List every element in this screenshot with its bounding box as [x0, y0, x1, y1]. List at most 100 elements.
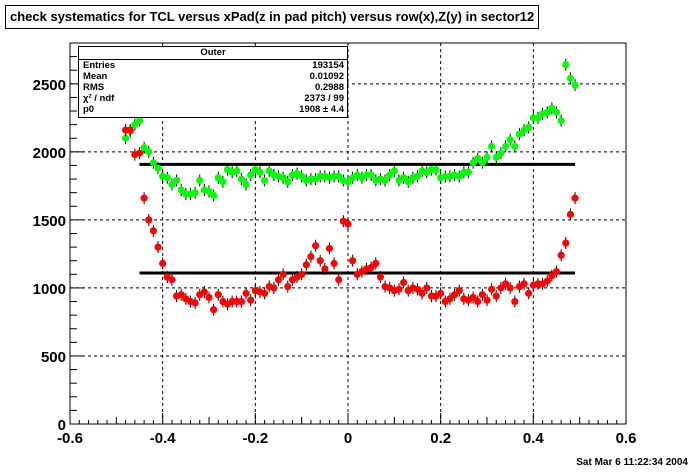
green-data-point: [543, 108, 551, 116]
y-tick-label: 2000: [33, 145, 66, 162]
green-data-point: [548, 104, 556, 112]
stat-row-chi2: χ² / ndf 2373 / 99: [79, 93, 347, 104]
green-data-point: [478, 159, 486, 167]
red-data-point: [344, 220, 352, 228]
stat-label: RMS: [83, 82, 105, 93]
red-data-point: [571, 194, 579, 202]
green-data-point: [205, 187, 213, 195]
green-data-point: [571, 81, 579, 89]
red-data-point: [191, 299, 199, 307]
stats-box: Outer Entries 193154 Mean 0.01092 RMS 0.…: [78, 46, 348, 118]
green-data-point: [344, 178, 352, 186]
red-data-point: [566, 210, 575, 219]
red-data-point: [205, 293, 213, 302]
axis-ticks: -0.6 -0.4 -0.2 0 0.2 0.4 0.6 0 500 1000 1500 2000 25…: [33, 56, 636, 447]
green-data-point: [501, 142, 510, 151]
stat-value: 0.01092: [309, 71, 344, 82]
red-data-point: [298, 270, 306, 278]
green-data-point: [335, 172, 343, 180]
red-data-point: [200, 288, 208, 296]
red-data-point: [437, 289, 445, 297]
red-data-point: [552, 268, 561, 276]
red-data-point: [506, 284, 514, 292]
y-tick-label: 2500: [33, 77, 66, 94]
red-data-point: [483, 296, 491, 304]
red-data-point: [543, 277, 551, 285]
red-data-point: [446, 295, 454, 303]
red-data-point: [455, 287, 463, 295]
green-data-point: [219, 178, 227, 186]
red-data-point: [307, 253, 315, 261]
green-data-point: [131, 121, 139, 129]
red-data-point: [145, 216, 153, 224]
green-data-point: [390, 167, 398, 175]
stat-value: 0.2988: [314, 82, 344, 93]
red-data-point: [562, 239, 570, 247]
green-data-point: [432, 165, 440, 174]
green-data-point: [474, 155, 482, 163]
red-data-point: [450, 291, 459, 299]
red-data-point: [525, 289, 533, 297]
red-data-point: [270, 284, 278, 292]
timestamp-footer: Sat Mar 6 11:22:34 2004: [576, 457, 688, 468]
green-data-point: [566, 74, 575, 82]
x-tick-label: -0.4: [150, 430, 177, 447]
green-data-point: [413, 172, 422, 180]
green-data-point: [154, 164, 162, 172]
red-data-point: [469, 293, 477, 302]
red-data-point: [135, 149, 144, 157]
red-data-point: [140, 194, 148, 202]
green-data-point: [515, 130, 524, 138]
red-data-point: [302, 261, 310, 269]
y-tick-label: 1500: [33, 213, 66, 230]
green-data-point: [265, 167, 273, 175]
green-data-point: [163, 174, 171, 182]
red-data-point: [497, 284, 505, 292]
red-data-point: [247, 296, 255, 304]
green-data-point: [469, 159, 477, 167]
green-data-point: [455, 172, 463, 180]
stat-label: χ² / ndf: [83, 93, 115, 104]
red-data-point: [325, 244, 334, 253]
red-data-point: [330, 259, 338, 268]
green-data-point: [557, 116, 565, 125]
green-data-point: [525, 123, 533, 131]
green-data-point: [534, 114, 542, 122]
stat-row-mean: Mean 0.01092: [79, 71, 347, 82]
red-data-point: [321, 265, 329, 273]
stat-row-p0: p0 1908 ± 4.4: [79, 104, 347, 115]
red-data-point: [413, 285, 422, 293]
red-data-point: [168, 276, 176, 284]
green-data-point: [191, 189, 199, 197]
red-data-point: [376, 273, 385, 281]
x-tick-label: 0.4: [523, 430, 545, 447]
green-data-point: [242, 180, 250, 189]
green-data-point: [122, 134, 130, 142]
green-data-point: [492, 153, 500, 161]
green-data-point: [177, 186, 185, 194]
green-data-point: [284, 178, 292, 186]
green-data-point: [404, 178, 412, 186]
green-data-point: [149, 159, 157, 167]
red-data-point: [335, 276, 343, 284]
green-data-point: [168, 180, 176, 189]
stat-row-rms: RMS 0.2988: [79, 82, 347, 93]
green-data-point: [214, 174, 222, 182]
red-data-point: [501, 280, 510, 288]
green-data-point: [464, 168, 473, 176]
stat-label: Mean: [83, 71, 108, 82]
green-data-point: [172, 176, 181, 185]
red-data-point: [395, 285, 403, 293]
red-data-point: [418, 289, 426, 297]
red-data-point: [478, 291, 486, 299]
stat-value: 193154: [312, 60, 344, 71]
green-data-point: [488, 142, 496, 151]
red-data-point: [149, 227, 157, 235]
green-data-point: [261, 176, 269, 185]
red-data-point: [474, 297, 482, 306]
y-tick-label: 0: [58, 417, 66, 434]
x-tick-label: 0: [344, 430, 352, 447]
red-data-point: [400, 278, 408, 287]
green-data-point: [381, 176, 389, 185]
red-data-point: [214, 291, 222, 299]
